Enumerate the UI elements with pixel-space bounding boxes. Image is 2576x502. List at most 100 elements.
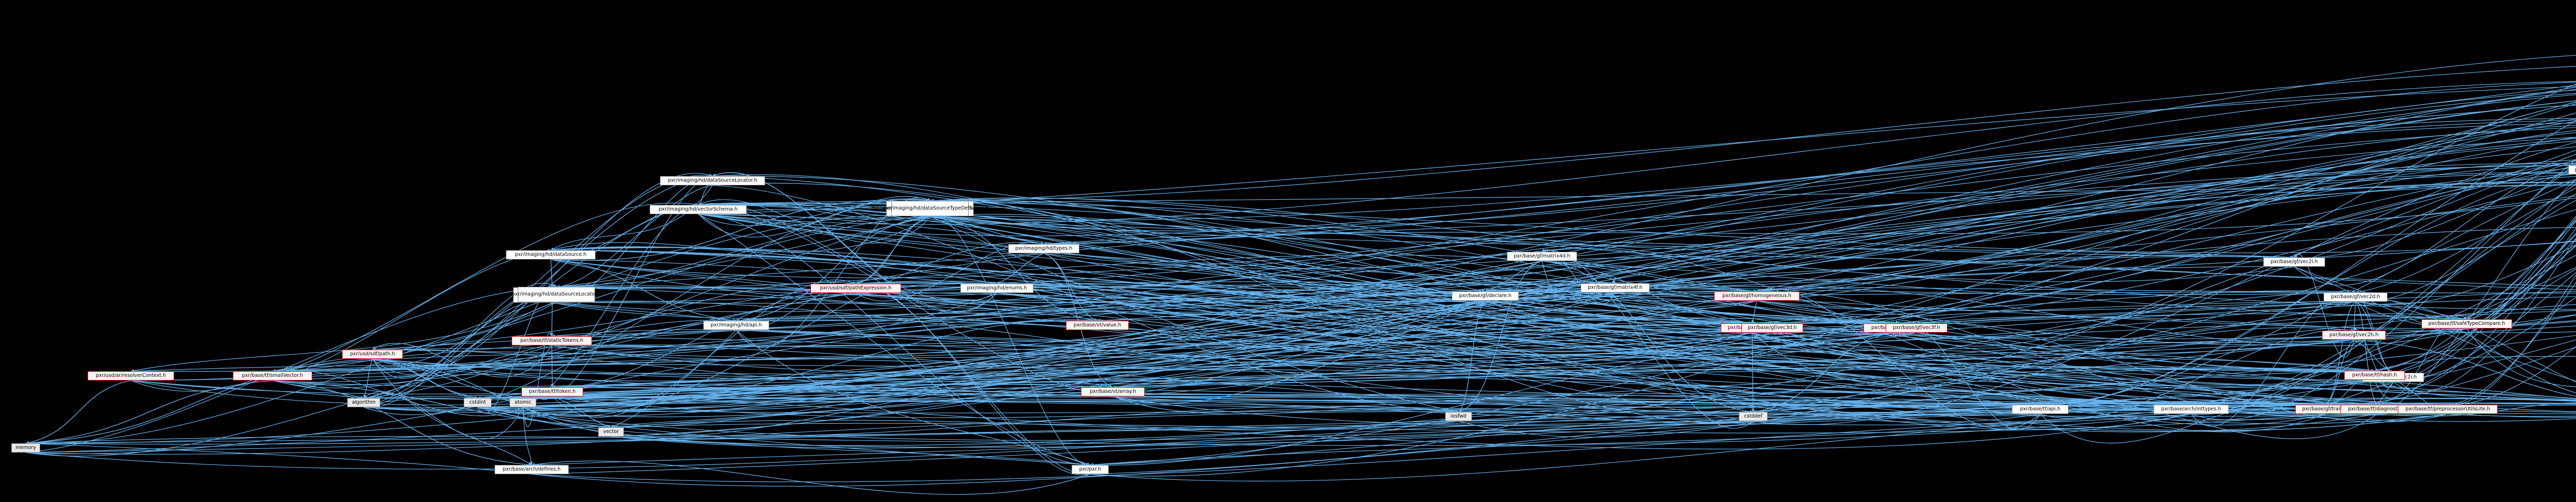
graph-node-label: pxr/imaging/hd/api.h: [710, 322, 762, 328]
graph-node[interactable]: atomic: [510, 398, 536, 407]
graph-node[interactable]: pxr/base/gf/vec3d.h: [1741, 323, 1803, 333]
graph-edge: [1752, 332, 2041, 405]
graph-node-label: pxr/base/tf/hash.h: [2352, 372, 2397, 378]
graph-edge: [698, 203, 2576, 310]
graph-node[interactable]: pxr/usd/ar/resolverContext.h: [88, 371, 174, 380]
graph-edge: [1043, 253, 1113, 388]
graph-node[interactable]: cstdint: [464, 398, 492, 407]
graph-edge: [2191, 159, 2576, 420]
graph-node[interactable]: memory: [11, 443, 40, 453]
graph-edge: [2466, 245, 2576, 321]
graph-edge: [2377, 382, 2394, 405]
graph-node[interactable]: pxr/base/vt/array.h: [1081, 387, 1145, 396]
graph-edge: [2325, 339, 2354, 405]
graph-node[interactable]: pxr/base/gf/matrix4d.h: [1507, 252, 1577, 261]
graph-edge: [372, 358, 2041, 406]
graph-node[interactable]: pxr/base/gf/vec2i.h: [2263, 257, 2325, 267]
graph-node[interactable]: pxr/imaging/hd/api.h: [703, 321, 769, 330]
graph-node[interactable]: pxr/pxr.h: [1072, 465, 1109, 474]
graph-node[interactable]: pxr/base/tf/token.h: [521, 387, 583, 396]
graph-edge: [531, 460, 1091, 495]
graph-edge: [855, 292, 1773, 325]
graph-node[interactable]: pxr/imaging/hd/types.h: [1008, 244, 1079, 253]
graph-node-label: cstddef: [1744, 413, 1762, 420]
graph-edge: [552, 215, 931, 289]
graph-node[interactable]: pxr/imaging/hd/dataSourceTypeDefs.h: [883, 201, 977, 216]
graph-edge: [1112, 301, 2356, 389]
graph-node-label: pxr/base/tf/safeTypeCompare.h: [2428, 321, 2505, 327]
graph-node-label: pxr/base/tf/preprocessorUtilsLite.h: [2405, 406, 2490, 412]
graph-node[interactable]: pxr/base/tf/safeTypeCompare.h: [2421, 319, 2512, 328]
graph-edge: [996, 292, 1917, 325]
graph-edge: [2040, 120, 2576, 407]
graph-node[interactable]: iosfwd: [1445, 412, 1472, 421]
graph-node[interactable]: pxr/base/tf/staticTokens.h: [512, 336, 592, 345]
graph-edge: [552, 285, 997, 296]
graph-node[interactable]: pxr/base/gf/homogeneous.h: [1714, 291, 1800, 301]
graph-node[interactable]: vector: [598, 427, 624, 437]
graph-node[interactable]: pxr/imaging/hd/enums.h: [960, 284, 1033, 293]
graph-node-label: pxr/imaging/hd/dataSourceTypeDefs.h: [883, 205, 977, 212]
graph-edge: [698, 202, 1616, 303]
graph-edge: [522, 379, 2375, 408]
graph-node-label: algorithm: [352, 400, 376, 406]
graph-edge: [522, 90, 2576, 408]
graph-node[interactable]: pxr/base/tf/api.h: [2012, 405, 2069, 414]
graph-edge: [522, 227, 2576, 408]
graph-node[interactable]: algorithm: [347, 398, 380, 407]
graph-edge: [1485, 163, 2576, 311]
graph-node[interactable]: pxr/imaging/hd/dataSource.h: [506, 250, 596, 259]
graph-edge: [1894, 179, 2576, 325]
graph-edge: [2325, 382, 2394, 406]
graph-edge: [550, 259, 737, 322]
graph-node[interactable]: pxr/base/gf/vec3f.h: [1886, 323, 1947, 333]
graph-edge: [1894, 321, 2448, 423]
graph-node-label: pxr/base/gf/vec3f.h: [1893, 325, 1940, 331]
graph-node-label: pxr/base/tf/token.h: [529, 389, 576, 395]
graph-edge: [929, 214, 1917, 325]
graph-node[interactable]: pxr/base/tf/preprocessorUtilsLite.h: [2398, 405, 2498, 414]
graph-node[interactable]: pxr/imaging/hd/schema.h: [2568, 165, 2576, 175]
graph-edge: [1756, 112, 2576, 293]
graph-node[interactable]: pxr/base/arch/defines.h: [495, 465, 569, 474]
graph-node[interactable]: pxr/base/tf/hash.h: [2344, 371, 2405, 380]
graph-edge: [25, 358, 373, 445]
graph-node[interactable]: pxr/usd/sdf/pathExpression.h: [810, 284, 901, 293]
graph-edge: [1485, 300, 1753, 324]
graph-node[interactable]: pxr/usd/sdf/path.h: [342, 350, 403, 359]
graph-edge: [2447, 346, 2576, 407]
graph-node[interactable]: pxr/imaging/hd/dataSourceLocator.h: [512, 287, 601, 302]
graph-node[interactable]: pxr/base/gf/vec2h.h: [2322, 331, 2386, 340]
graph-edge: [550, 259, 1895, 325]
graph-edge: [363, 216, 930, 400]
graph-node[interactable]: cstddef: [1739, 412, 1768, 421]
graph-node[interactable]: pxr/base/tf/smallVector.h: [233, 371, 312, 380]
graph-node-label: pxr/base/tf/diagnostic.h: [2348, 406, 2406, 412]
graph-edge: [556, 165, 2576, 303]
graph-edge: [736, 330, 1091, 465]
graph-node[interactable]: pxr/base/tf/diagnostic.h: [2341, 405, 2414, 414]
graph-edge: [552, 396, 612, 428]
graph-node[interactable]: pxr/base/arch/inttypes.h: [2154, 405, 2229, 414]
graph-edge: [1043, 172, 2576, 269]
graph-edge: [372, 358, 612, 429]
graph-edge: [1090, 403, 2448, 482]
graph-edge: [25, 296, 2576, 453]
graph-node[interactable]: pxr/base/vt/value.h: [1066, 321, 1129, 330]
graph-node[interactable]: pxr/base/gf/matrix4f.h: [1581, 283, 1650, 292]
graph-edge: [611, 403, 2041, 446]
graph-edge: [611, 330, 737, 428]
graph-edge: [930, 197, 2467, 345]
graph-node[interactable]: pxr/base/gf/vec2d.h: [2324, 292, 2387, 302]
graph-node[interactable]: pxr/imaging/hd/vectorSchema.h: [650, 205, 747, 214]
graph-node-label: pxr/base/gf/matrix4f.h: [1588, 285, 1642, 291]
graph-node-label: memory: [15, 445, 36, 451]
graph-edge: [698, 203, 1113, 397]
graph-node[interactable]: pxr/imaging/hd/dataSourceLocator.h: [660, 176, 765, 185]
graph-edge: [2191, 267, 2576, 406]
graph-node[interactable]: pxr/base/gf/declare.h: [1452, 291, 1519, 301]
graph-edge: [2377, 402, 2576, 417]
graph-edge: [930, 216, 1459, 413]
graph-edge: [698, 198, 931, 226]
graph-edge: [1112, 320, 2576, 389]
